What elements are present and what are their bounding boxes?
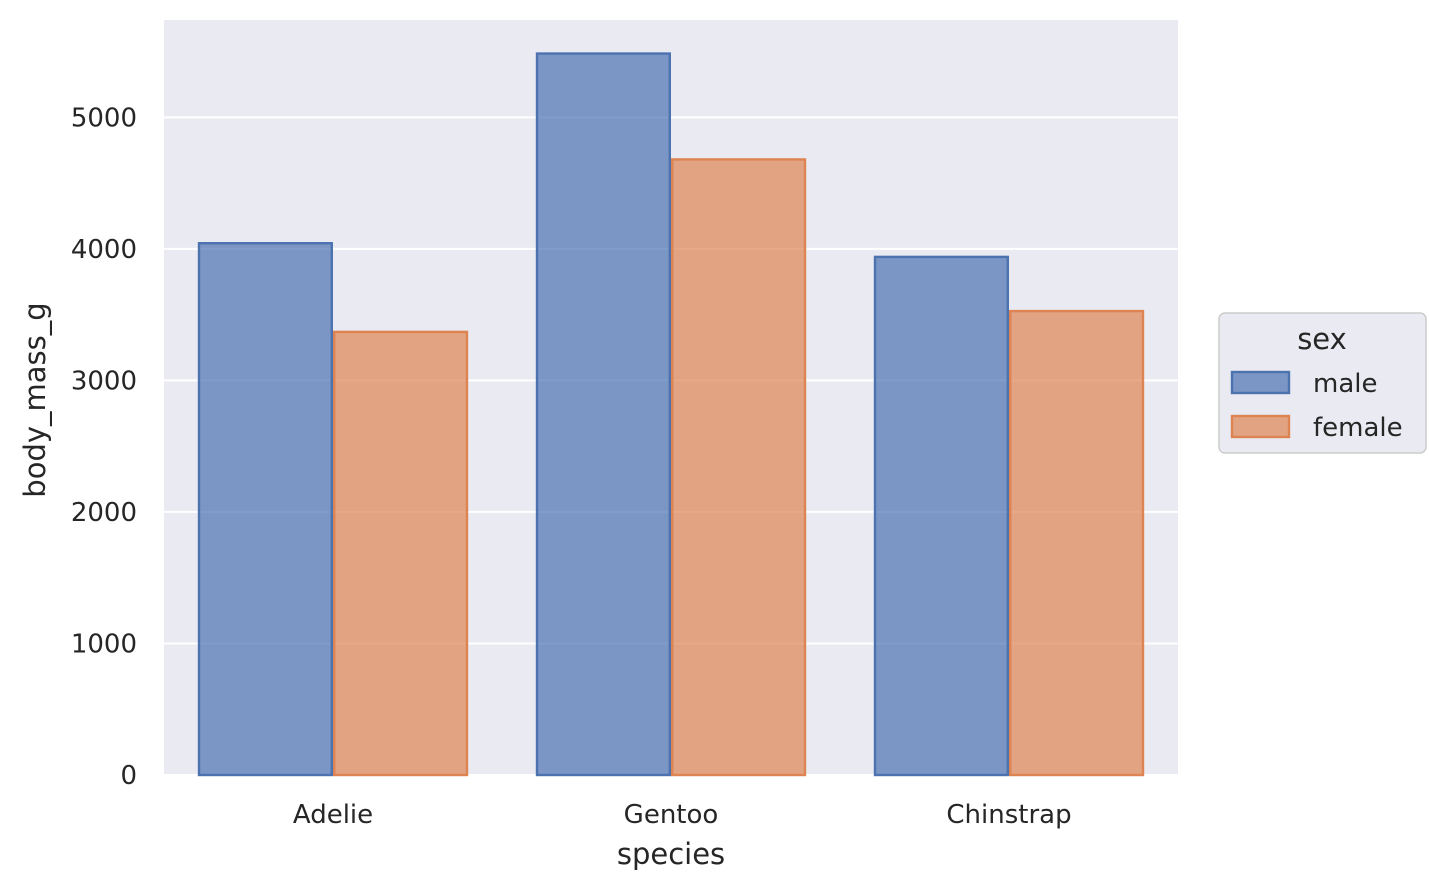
x-tick-label: Gentoo bbox=[624, 800, 719, 830]
bars bbox=[197, 52, 1145, 777]
y-tick-label: 4000 bbox=[71, 235, 137, 265]
legend-swatch-male bbox=[1230, 370, 1291, 395]
x-tick-labels: Adelie Gentoo Chinstrap bbox=[293, 800, 1072, 830]
legend-label-female: female bbox=[1313, 413, 1403, 443]
bar-female-gentoo bbox=[671, 158, 807, 777]
y-tick-label: 2000 bbox=[71, 498, 137, 528]
bar-male-gentoo bbox=[535, 52, 672, 777]
y-tick-labels: 0 1000 2000 3000 4000 5000 bbox=[71, 103, 137, 791]
bar-female-chinstrap bbox=[1009, 309, 1145, 777]
y-tick-label: 0 bbox=[120, 761, 137, 791]
legend-title: sex bbox=[1297, 322, 1347, 356]
legend-swatch-female bbox=[1230, 414, 1291, 439]
x-tick-label: Chinstrap bbox=[946, 800, 1071, 830]
legend-label-male: male bbox=[1313, 369, 1377, 399]
bar-female-adelie bbox=[333, 330, 469, 777]
y-axis-title: body_mass_g bbox=[18, 302, 52, 497]
x-axis-title: species bbox=[617, 837, 725, 871]
x-tick-label: Adelie bbox=[293, 800, 373, 830]
y-tick-label: 1000 bbox=[71, 629, 137, 659]
y-tick-label: 3000 bbox=[71, 366, 137, 396]
y-tick-label: 5000 bbox=[71, 103, 137, 133]
bar-male-chinstrap bbox=[873, 255, 1010, 777]
legend: sex male female bbox=[1218, 312, 1427, 454]
bar-male-adelie bbox=[197, 242, 334, 777]
